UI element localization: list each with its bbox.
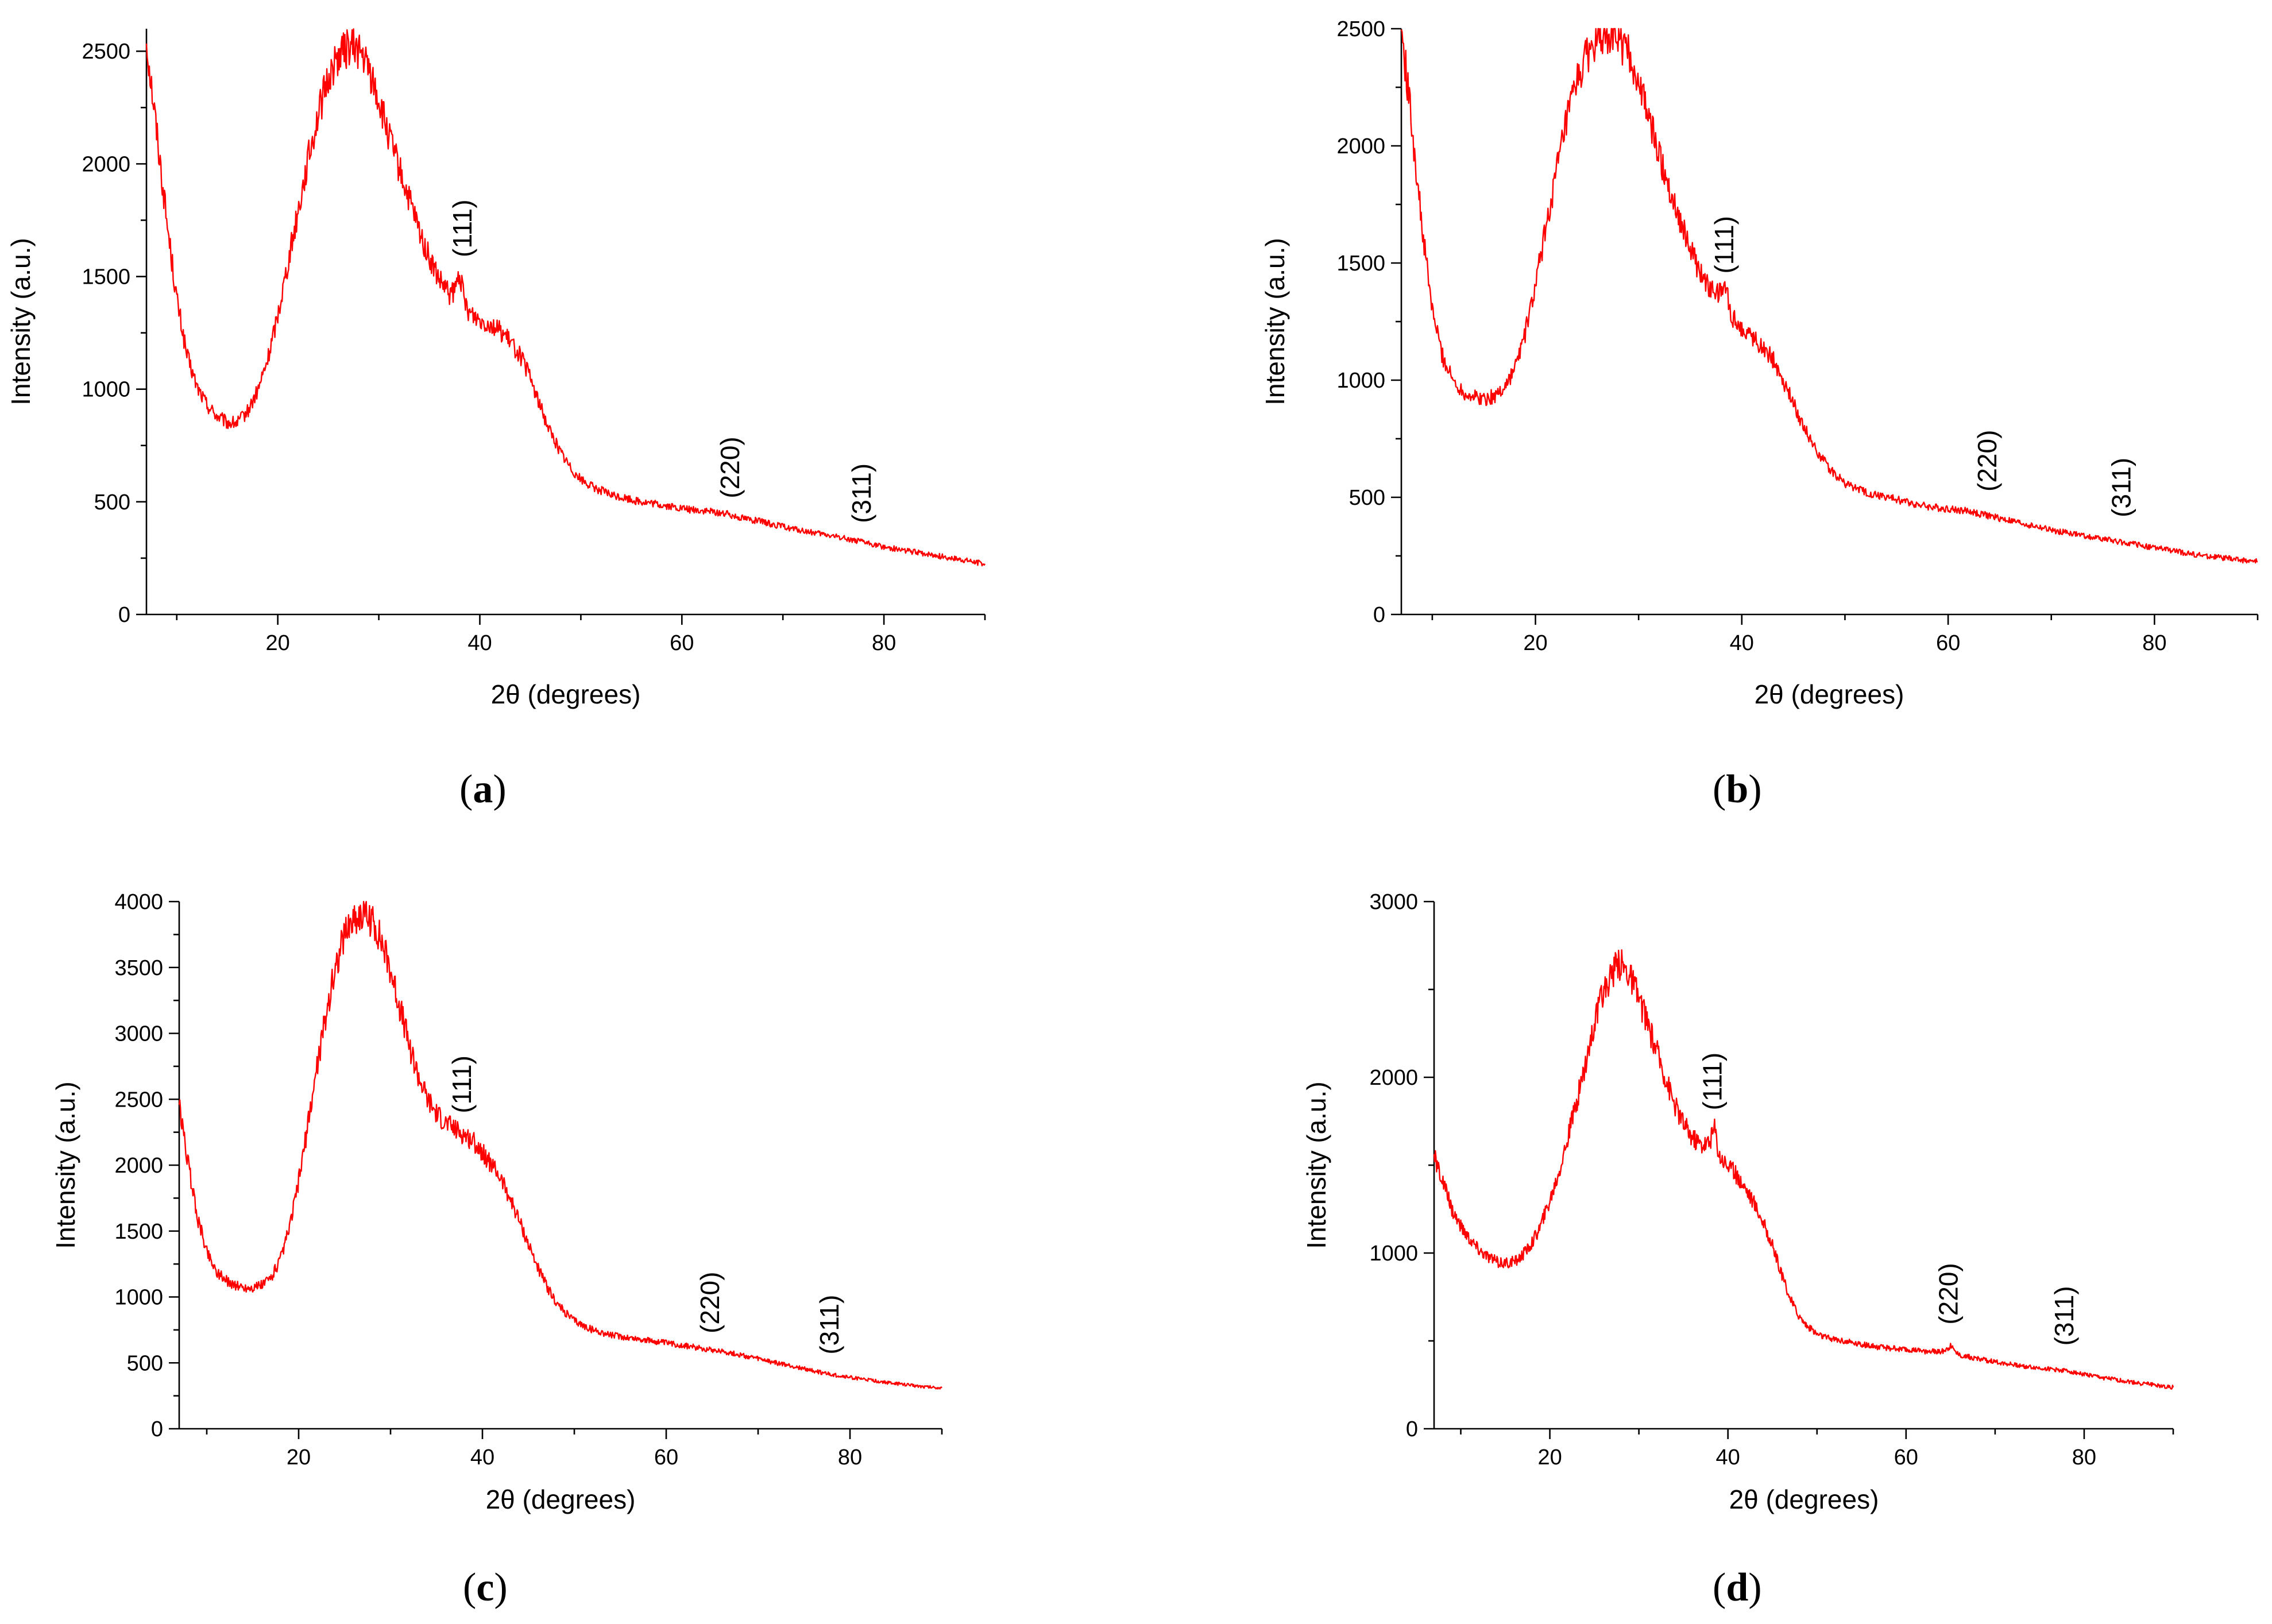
peak-label: (311)	[2106, 458, 2136, 517]
xrd-chart-a: 20 40 60 80 0 500 1000 1500 2000 2500 2θ (degrees)…	[6, 28, 986, 709]
chart-panel-a: 20 40 60 80 0 500 1000 1500 2000 2500 2θ (degrees)…	[0, 0, 1136, 812]
caption-a-letter: a	[473, 767, 493, 811]
y-tick-label: 500	[127, 1351, 163, 1375]
y-axis-title: Intensity (a.u.)	[51, 1081, 80, 1248]
y-tick-label: 1000	[82, 378, 130, 402]
chart-panel-c: 20 40 60 80 0 500 1000 1500 2000 2500 3000 3500 4000…	[0, 812, 1136, 1624]
y-tick-label: 2500	[114, 1088, 163, 1112]
y-tick-label: 2500	[1336, 17, 1385, 41]
y-tick-label: 2000	[1336, 134, 1385, 158]
x-tick-label: 80	[872, 631, 896, 655]
data-series-line	[1400, 28, 2258, 564]
caption-b-letter: b	[1726, 767, 1749, 811]
x-tick-label: 40	[1716, 1445, 1740, 1470]
y-tick-label: 3000	[1369, 890, 1418, 914]
peak-label: (111)	[447, 1055, 477, 1113]
x-tick-label: 80	[838, 1445, 862, 1470]
y-tick-label: 4000	[114, 890, 163, 914]
y-axis-title: Intensity (a.u.)	[1260, 238, 1290, 405]
y-tick-label: 0	[118, 603, 130, 627]
peak-label: (111)	[447, 199, 477, 257]
y-tick-label: 1500	[82, 265, 130, 289]
x-tick-label: 60	[1894, 1445, 1918, 1470]
peak-label: (311)	[2049, 1286, 2079, 1345]
peak-label: (220)	[1972, 430, 2002, 492]
peak-label: (311)	[847, 463, 876, 523]
caption-a: (a)	[459, 767, 507, 811]
y-tick-label: 1000	[114, 1286, 163, 1310]
x-tick-label: 40	[470, 1445, 494, 1470]
x-tick-label: 20	[1523, 631, 1547, 655]
chart-panel-b: 20 40 60 80 0 500 1000 1500 2000 2500 2θ (degrees)…	[1136, 0, 2272, 812]
x-tick-label: 80	[2072, 1445, 2096, 1470]
y-tick-label: 2000	[82, 152, 130, 176]
y-tick-label: 1500	[1336, 252, 1385, 276]
peak-label: (220)	[715, 436, 745, 498]
x-tick-label: 40	[467, 631, 492, 655]
caption-b: (b)	[1713, 767, 1762, 811]
x-tick-label: 20	[266, 631, 290, 655]
caption-d-letter: d	[1726, 1565, 1749, 1610]
x-axis-title: 2θ (degrees)	[1729, 1484, 1879, 1514]
x-tick-label: 40	[1730, 631, 1754, 655]
x-axis-title: 2θ (degrees)	[491, 679, 641, 709]
y-tick-label: 2000	[1369, 1066, 1418, 1090]
chart-panel-d: 20 40 60 80 0 1000 2000 3000 2θ (degrees) Intensi…	[1136, 812, 2272, 1624]
x-tick-label: 60	[670, 631, 694, 655]
y-tick-label: 1000	[1336, 369, 1385, 393]
caption-d: (d)	[1713, 1565, 1762, 1610]
y-tick-label: 0	[151, 1417, 163, 1441]
x-axis-title: 2θ (degrees)	[1755, 679, 1904, 709]
y-tick-label: 0	[1406, 1417, 1418, 1441]
y-tick-label: 2500	[82, 40, 130, 64]
xrd-chart-c: 20 40 60 80 0 500 1000 1500 2000 2500 3000 3500 4000…	[51, 890, 943, 1514]
x-tick-label: 60	[654, 1445, 678, 1470]
y-tick-label: 500	[1349, 486, 1385, 510]
y-tick-label: 3000	[114, 1022, 163, 1046]
data-series-line	[145, 28, 986, 567]
y-tick-label: 2000	[114, 1154, 163, 1178]
peak-label: (220)	[1933, 1263, 1963, 1324]
y-axis-title: Intensity (a.u.)	[1301, 1081, 1331, 1248]
y-tick-label: 0	[1373, 603, 1385, 627]
y-tick-label: 1500	[114, 1220, 163, 1244]
x-tick-label: 60	[1936, 631, 1960, 655]
xrd-chart-d: 20 40 60 80 0 1000 2000 3000 2θ (degrees) Intensi…	[1301, 890, 2174, 1514]
y-tick-label: 500	[94, 490, 130, 515]
x-tick-label: 20	[1537, 1445, 1562, 1470]
peak-label: (220)	[695, 1272, 725, 1333]
peak-label: (111)	[1697, 1053, 1727, 1111]
caption-c: (c)	[463, 1565, 508, 1610]
y-axis-title: Intensity (a.u.)	[6, 238, 36, 405]
peak-label: (111)	[1709, 216, 1739, 274]
peak-label: (311)	[814, 1295, 844, 1355]
y-tick-label: 1000	[1369, 1242, 1418, 1266]
x-tick-label: 80	[2142, 631, 2166, 655]
y-tick-label: 3500	[114, 956, 163, 980]
caption-c-letter: c	[476, 1565, 494, 1610]
x-axis-title: 2θ (degrees)	[486, 1484, 636, 1514]
x-tick-label: 20	[287, 1445, 311, 1470]
data-series-line	[1433, 949, 2174, 1390]
xrd-chart-b: 20 40 60 80 0 500 1000 1500 2000 2500 2θ (degrees)…	[1260, 17, 2259, 709]
data-series-line	[178, 900, 942, 1390]
